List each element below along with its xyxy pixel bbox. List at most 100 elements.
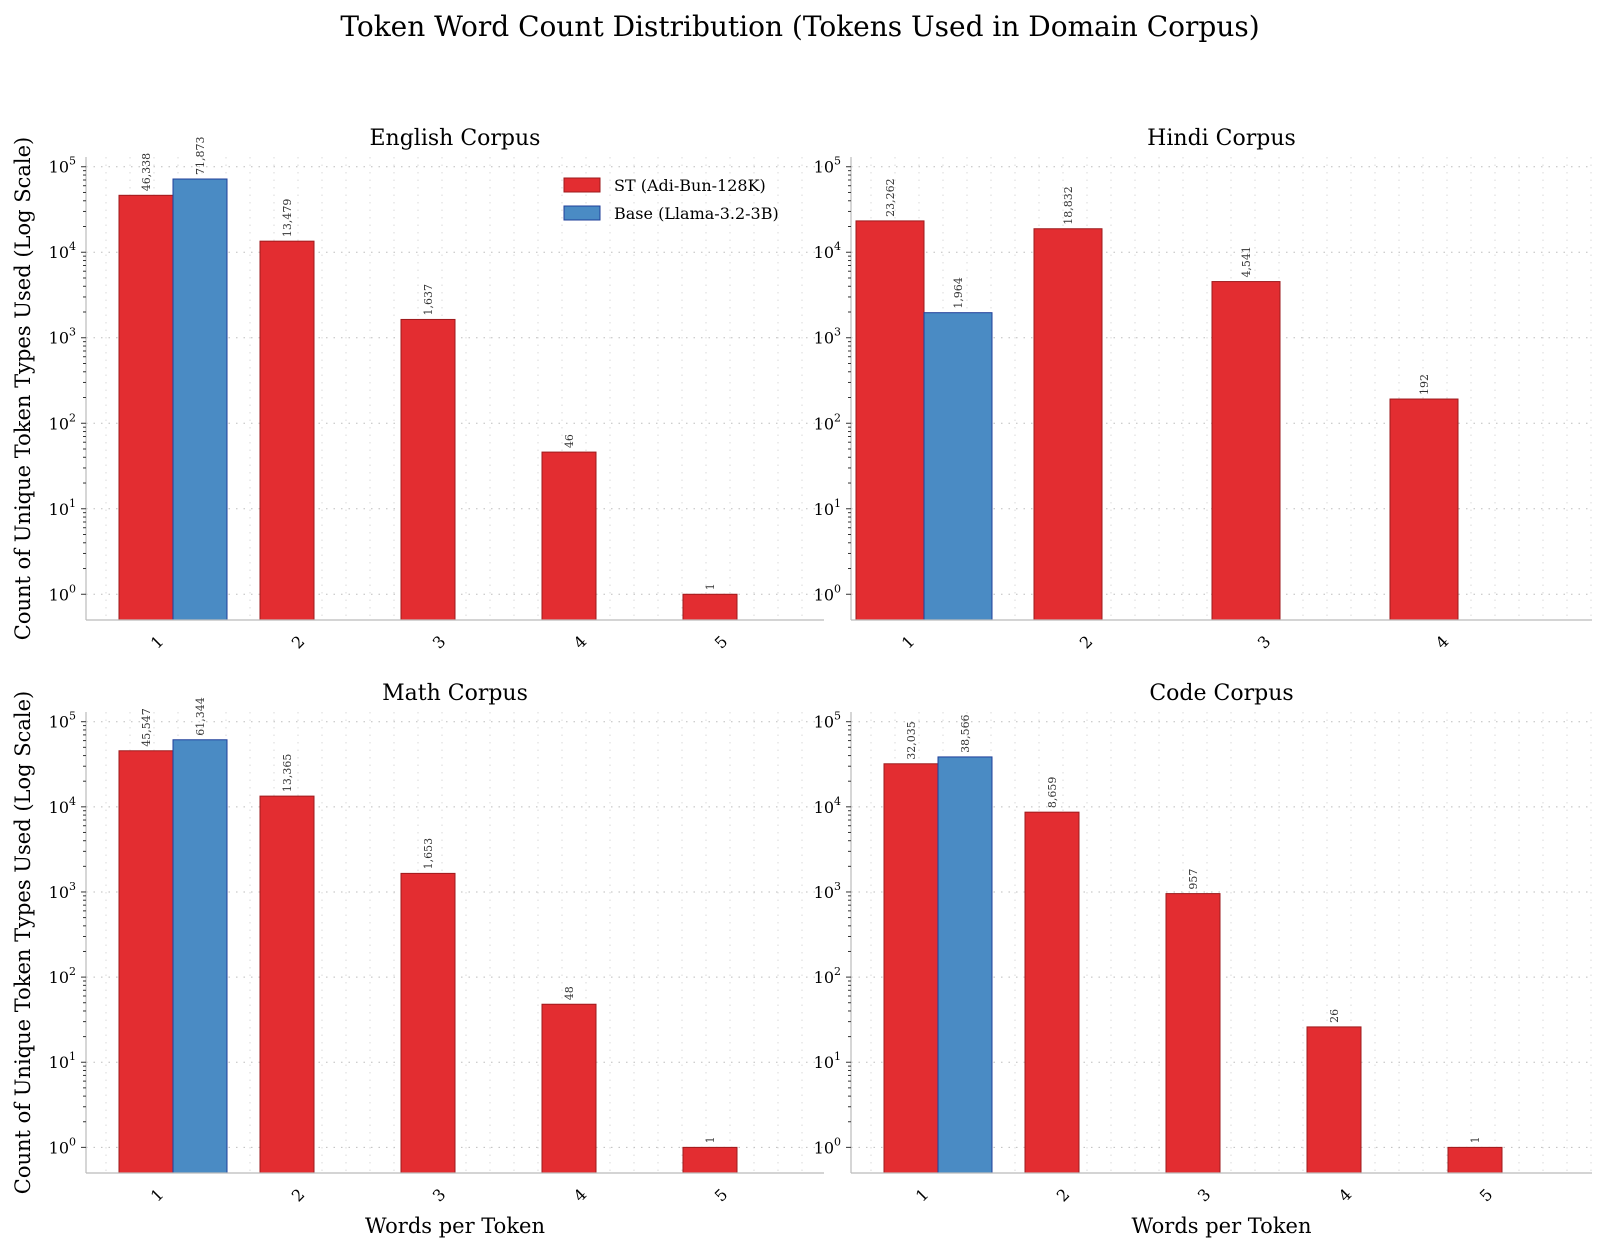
x-tick-label-4: 4: [570, 1185, 591, 1206]
x-tick-label-2: 2: [1076, 632, 1097, 653]
subplot-title: English Corpus: [370, 126, 541, 151]
y-axis-label: Count of Unique Token Types Used (Log Sc…: [11, 137, 35, 640]
value-label-st-3: 1,653: [422, 838, 435, 870]
figure-title: Token Word Count Distribution (Tokens Us…: [340, 10, 1259, 43]
y-tick-label: 101: [814, 497, 841, 519]
value-label-st-5: 1: [1469, 1136, 1482, 1143]
value-label-st-3: 1,637: [422, 284, 435, 316]
y-tick-label: 104: [814, 240, 841, 262]
value-label-st-1: 23,262: [884, 178, 897, 217]
value-label-st-4: 192: [1418, 374, 1431, 395]
y-tick-label: 103: [814, 880, 841, 902]
legend-swatch-st: [563, 177, 601, 193]
y-tick-label: 100: [814, 1135, 841, 1157]
bar-st-4: [1306, 1026, 1362, 1174]
bar-st-3: [1211, 281, 1281, 621]
x-tick-label-4: 4: [570, 632, 591, 653]
bar-st-5: [1447, 1146, 1503, 1174]
value-label-base-1: 38,566: [959, 714, 972, 753]
subplot-code-corpus: 32,035 38,566 1 8,659 2 957 3 26 4 1 5 100 101 102 103…: [814, 681, 1592, 1238]
value-label-st-4: 46: [563, 434, 576, 448]
bar-st-4: [1389, 398, 1459, 621]
x-tick-label-1: 1: [912, 1185, 933, 1206]
y-tick-label: 102: [814, 965, 841, 987]
x-tick-label-1: 1: [898, 632, 919, 653]
value-label-st-1: 32,035: [905, 721, 918, 760]
bar-st-1: [118, 194, 174, 621]
value-label-base-1: 71,873: [194, 137, 207, 176]
legend-swatch-base: [563, 205, 601, 221]
y-tick-label: 102: [814, 411, 841, 433]
y-tick-label: 102: [49, 411, 76, 433]
bar-st-2: [1033, 228, 1103, 621]
subplot-title: Hindi Corpus: [1147, 126, 1296, 151]
value-label-st-3: 4,541: [1240, 246, 1253, 278]
legend: ST (Adi-Bun-128K) Base (Llama-3.2-3B): [563, 176, 779, 223]
value-label-st-1: 45,547: [140, 708, 153, 747]
x-tick-label-4: 4: [1335, 1185, 1356, 1206]
bar-st-5: [682, 593, 738, 621]
y-tick-label: 100: [49, 582, 76, 604]
subplot-title: Code Corpus: [1149, 681, 1293, 706]
y-tick-label: 105: [814, 155, 841, 177]
subplot-math-corpus: 45,547 61,344 1 13,365 2 1,653 3 48 4 1 5 100 101 102…: [11, 681, 824, 1238]
y-tick-label: 103: [49, 326, 76, 348]
value-label-st-4: 48: [563, 986, 576, 1000]
subplot-hindi-corpus: 23,262 1,964 1 18,832 2 4,541 3 192 4 100 101 102 10…: [814, 126, 1592, 652]
x-tick-label-2: 2: [288, 632, 309, 653]
subplot-title: Math Corpus: [382, 681, 528, 706]
y-tick-label: 104: [49, 795, 76, 817]
bar-st-1: [883, 763, 939, 1174]
bar-st-2: [1024, 811, 1080, 1174]
x-tick-label-5: 5: [1476, 1185, 1497, 1206]
y-tick-label: 103: [49, 880, 76, 902]
value-label-st-2: 13,479: [281, 199, 294, 238]
bar-st-2: [259, 240, 315, 621]
bar-base-1: [172, 739, 228, 1174]
x-tick-label-5: 5: [711, 1185, 732, 1206]
value-label-st-5: 1: [704, 1136, 717, 1143]
x-tick-label-1: 1: [147, 632, 168, 653]
x-tick-label-2: 2: [1053, 1185, 1074, 1206]
y-tick-label: 101: [49, 497, 76, 519]
bar-st-1: [118, 750, 174, 1174]
value-label-st-4: 26: [1328, 1009, 1341, 1023]
y-tick-label: 103: [814, 326, 841, 348]
bar-st-3: [1165, 893, 1221, 1174]
x-axis-label: Words per Token: [1131, 1214, 1311, 1238]
bar-st-3: [400, 872, 456, 1174]
value-label-st-5: 1: [704, 583, 717, 590]
y-tick-label: 105: [814, 710, 841, 732]
value-label-st-2: 13,365: [281, 754, 294, 793]
value-label-base-1: 61,344: [194, 697, 207, 736]
bar-st-2: [259, 795, 315, 1174]
x-tick-label-5: 5: [711, 632, 732, 653]
y-tick-label: 100: [49, 1135, 76, 1157]
bar-st-4: [541, 1003, 597, 1174]
y-tick-label: 100: [814, 582, 841, 604]
bar-st-5: [682, 1146, 738, 1174]
y-tick-label: 101: [814, 1050, 841, 1072]
bar-st-3: [400, 318, 456, 621]
x-tick-label-3: 3: [1194, 1185, 1215, 1206]
x-axis-label: Words per Token: [365, 1214, 545, 1238]
y-tick-label: 105: [49, 710, 76, 732]
legend-label-st: ST (Adi-Bun-128K): [614, 176, 766, 195]
legend-label-base: Base (Llama-3.2-3B): [614, 204, 779, 223]
x-tick-label-1: 1: [147, 1185, 168, 1206]
bar-st-1: [855, 220, 925, 621]
y-tick-label: 104: [49, 240, 76, 262]
value-label-st-3: 957: [1187, 869, 1200, 890]
x-tick-label-3: 3: [1254, 632, 1275, 653]
subplot-english-corpus: 46,338 71,873 1 13,479 2 1,637 3 46 4 1 5 100 101 102…: [11, 126, 824, 652]
bar-base-1: [923, 312, 993, 621]
value-label-st-2: 8,659: [1046, 777, 1059, 809]
x-tick-label-4: 4: [1432, 632, 1453, 653]
bar-st-4: [541, 451, 597, 621]
value-label-st-2: 18,832: [1062, 186, 1075, 225]
value-label-base-1: 1,964: [952, 277, 965, 309]
y-tick-label: 104: [814, 795, 841, 817]
x-tick-label-2: 2: [288, 1185, 309, 1206]
x-tick-label-3: 3: [429, 1185, 450, 1206]
